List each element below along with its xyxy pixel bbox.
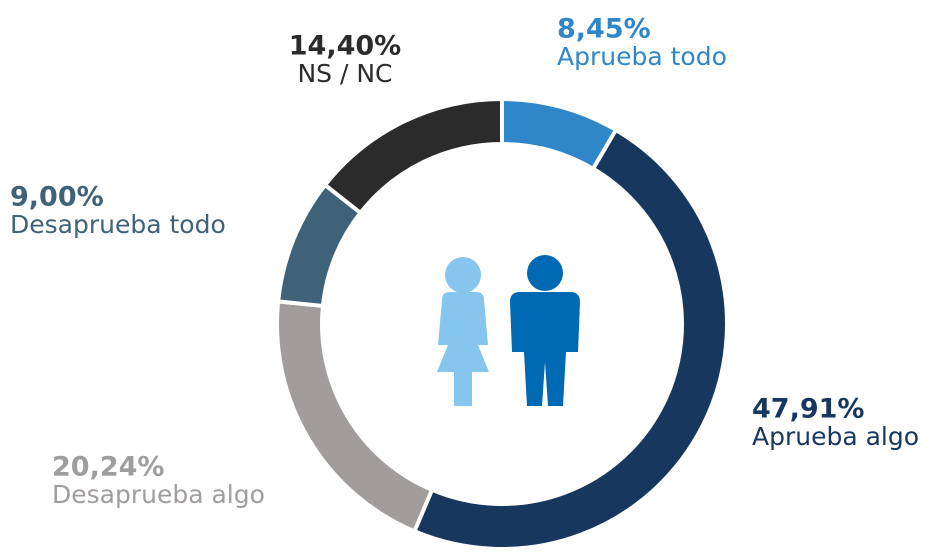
category-label: Desaprueba algo <box>52 480 265 509</box>
value-label: 20,24% <box>52 452 164 483</box>
category-label: Aprueba algo <box>752 422 919 451</box>
donut-segment <box>275 299 435 534</box>
category-label: Aprueba todo <box>557 42 727 71</box>
donut-segment <box>322 96 504 216</box>
people-icon <box>437 255 580 406</box>
value-label: 14,40% <box>289 31 401 62</box>
donut-segment <box>411 127 729 551</box>
category-label: NS / NC <box>297 59 392 88</box>
category-label: Desaprueba todo <box>10 210 226 239</box>
value-label: 8,45% <box>557 14 651 45</box>
value-label: 9,00% <box>10 182 104 213</box>
value-label: 47,91% <box>752 394 864 425</box>
